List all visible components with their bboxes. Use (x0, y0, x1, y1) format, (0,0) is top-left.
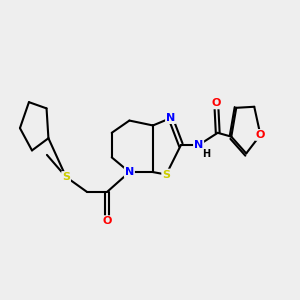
Text: O: O (212, 98, 221, 108)
Text: N: N (125, 167, 134, 177)
Text: N: N (166, 113, 175, 123)
Text: O: O (103, 216, 112, 226)
Text: N: N (194, 140, 203, 150)
Text: H: H (202, 149, 210, 159)
Text: O: O (256, 130, 265, 140)
Text: S: S (162, 169, 170, 179)
Text: S: S (62, 172, 70, 182)
